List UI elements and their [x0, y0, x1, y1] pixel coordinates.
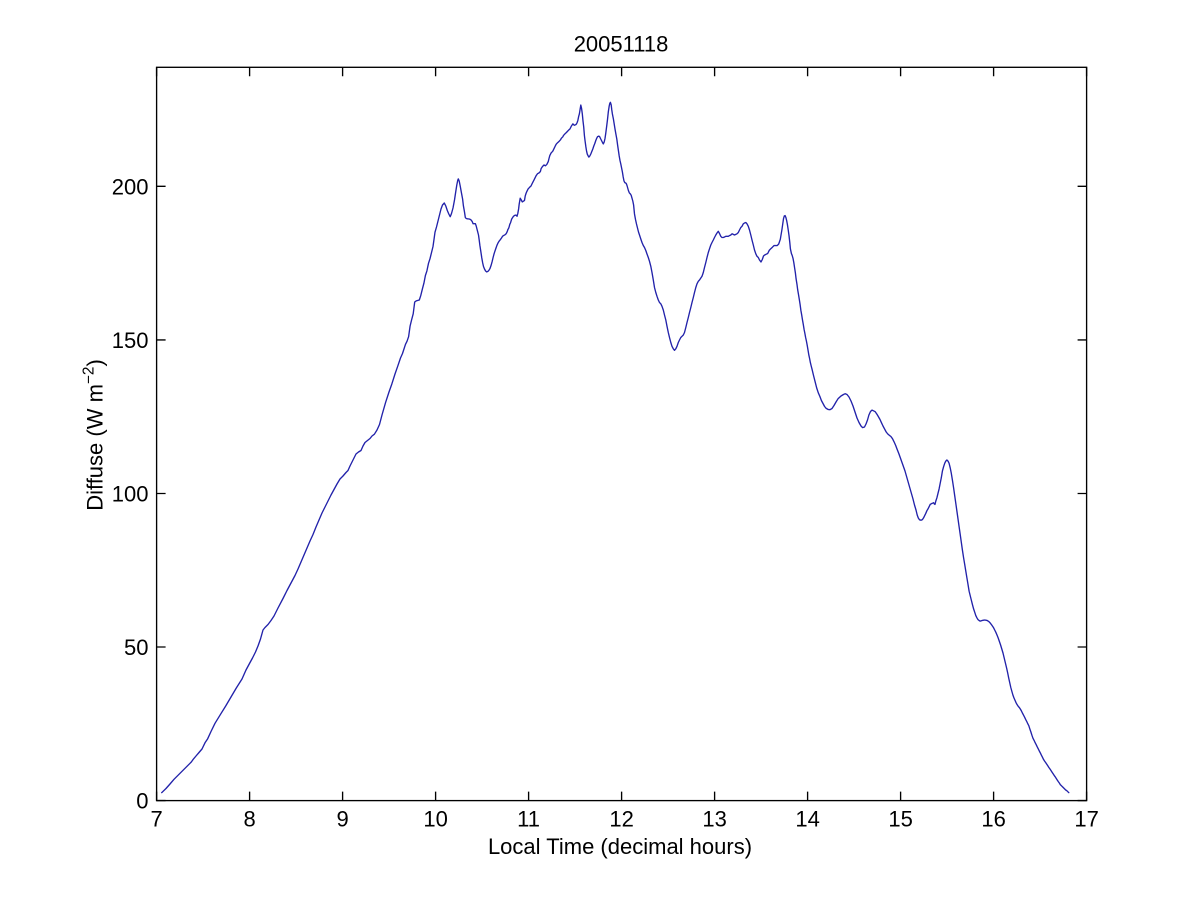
svg-text:50: 50	[124, 635, 148, 660]
svg-text:200: 200	[112, 174, 149, 199]
svg-text:20051118: 20051118	[574, 32, 669, 57]
svg-text:10: 10	[423, 807, 447, 832]
svg-text:15: 15	[888, 807, 912, 832]
svg-text:13: 13	[702, 807, 726, 832]
svg-text:12: 12	[609, 807, 633, 832]
svg-text:Local Time (decimal hours): Local Time (decimal hours)	[488, 834, 752, 859]
svg-text:17: 17	[1074, 807, 1098, 832]
svg-text:7: 7	[150, 807, 162, 832]
svg-text:Diffuse (W m−2): Diffuse (W m−2)	[81, 359, 108, 511]
svg-text:150: 150	[112, 328, 149, 353]
svg-text:0: 0	[136, 789, 148, 814]
svg-text:8: 8	[243, 807, 255, 832]
svg-text:11: 11	[517, 807, 540, 832]
svg-text:14: 14	[795, 807, 819, 832]
svg-text:100: 100	[112, 482, 149, 507]
svg-text:9: 9	[336, 807, 348, 832]
svg-text:16: 16	[981, 807, 1005, 832]
